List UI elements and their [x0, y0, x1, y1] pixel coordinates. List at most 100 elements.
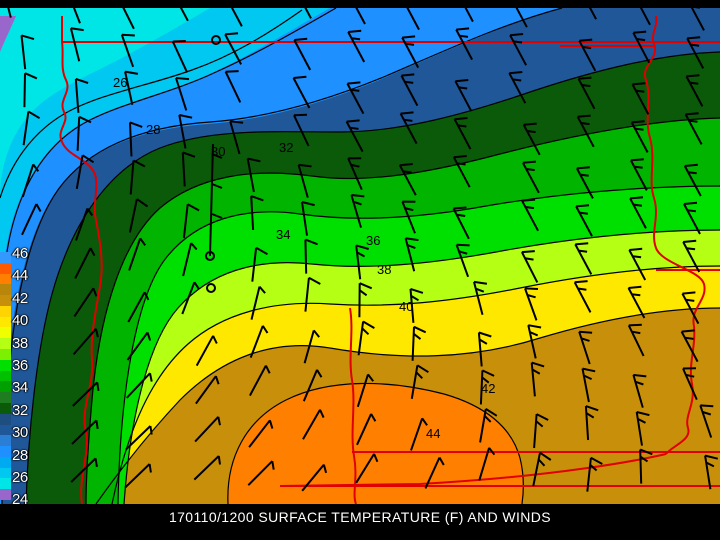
barb-shaft [247, 460, 274, 486]
barb-full [255, 246, 268, 256]
barb-shaft [355, 453, 375, 484]
wind-barb [347, 29, 366, 63]
wind-barb [303, 329, 320, 364]
barb-full [293, 75, 307, 79]
wind-barb [7, 8, 12, 18]
border-bottom-right-diag [279, 453, 667, 487]
barb-full [473, 280, 488, 285]
barb-shaft [630, 121, 649, 153]
barb-shaft [224, 33, 242, 65]
barb-full [683, 201, 698, 205]
barb-half [319, 409, 325, 419]
barb-full [485, 408, 498, 417]
barb-half [637, 418, 646, 424]
barb-shaft [120, 34, 135, 68]
station-circle [205, 251, 215, 261]
barb-half [579, 211, 589, 215]
barb-shaft [577, 78, 596, 110]
wind-barb [179, 8, 189, 22]
barb-full [684, 163, 698, 167]
barb-shaft [479, 370, 484, 405]
barb-half [214, 375, 220, 385]
barb-full [682, 291, 696, 295]
colorbar-swatch-40 [0, 316, 11, 328]
barb-half [413, 333, 422, 340]
barb-full [683, 239, 697, 243]
wind-barb [21, 163, 40, 198]
barb-full [179, 114, 193, 119]
barb-shaft [72, 8, 81, 24]
barb-shaft [630, 159, 648, 191]
barb-half [631, 293, 641, 297]
temperature-colorbar[interactable] [0, 252, 11, 500]
barb-shaft [194, 416, 220, 443]
caption-bar: 170110/1200 SURFACE TEMPERATURE (F) AND … [0, 504, 720, 540]
contour-34 [85, 117, 720, 504]
wind-barb [683, 163, 702, 197]
station-circle [211, 35, 221, 45]
barb-half [349, 126, 359, 130]
barb-full [578, 76, 592, 80]
barb-half [535, 420, 544, 428]
barb-half [684, 336, 694, 340]
wind-barb [639, 8, 651, 26]
barb-shaft [73, 287, 95, 317]
wind-barb [246, 157, 261, 193]
barb-shaft [72, 328, 97, 356]
barb-full [70, 27, 84, 32]
barb-shaft [251, 247, 258, 282]
barb-full [400, 111, 414, 115]
wind-barb [350, 194, 365, 228]
barb-full [524, 287, 539, 290]
wind-barb [249, 325, 269, 358]
barb-shaft [69, 27, 81, 62]
wind-barb [22, 110, 41, 146]
wind-barb [581, 367, 596, 403]
border-vertical-left [59, 41, 103, 504]
barb-half [415, 371, 424, 380]
wind-barb [75, 154, 95, 189]
barb-half [148, 463, 152, 473]
barb-shaft [195, 375, 217, 405]
barb-half [217, 416, 221, 426]
barb-shaft [629, 197, 647, 229]
barb-shaft [515, 8, 528, 28]
barb-shaft [175, 77, 188, 111]
wind-barb [453, 117, 472, 150]
wind-barb [410, 364, 429, 399]
wind-barb [171, 40, 189, 73]
barb-full [687, 36, 701, 40]
temperature-map[interactable]: 26 28 30 32 34 36 38 40 42 44 [0, 8, 720, 504]
barb-half [410, 295, 420, 302]
wind-barb [181, 151, 196, 187]
barb-shaft [128, 237, 142, 271]
barb-half [211, 213, 223, 219]
barb-half [483, 415, 492, 423]
barb-half [639, 455, 649, 463]
barb-full [175, 77, 190, 81]
barb-shaft [581, 368, 590, 403]
wind-barb [304, 276, 321, 312]
wind-barb [627, 323, 645, 357]
barb-shaft [455, 29, 473, 61]
barb-half [456, 213, 466, 217]
wind-barb [74, 247, 96, 279]
barb-half [457, 124, 467, 128]
wind-barb [530, 361, 545, 397]
wind-barb [69, 27, 84, 62]
wind-barb [357, 320, 375, 356]
wind-barb [527, 324, 542, 359]
barb-half [405, 42, 415, 46]
barb-shaft [178, 114, 187, 149]
wind-barb [630, 120, 649, 153]
barb-full [574, 280, 588, 284]
wind-barb [302, 409, 325, 440]
wind-barb [575, 204, 593, 237]
wind-barb [72, 8, 81, 24]
wind-barb [409, 287, 424, 323]
border-right-vertical [643, 15, 706, 327]
barb-half [92, 287, 98, 297]
colorbar-swatch-42 [0, 295, 11, 306]
barb-half [149, 425, 153, 435]
